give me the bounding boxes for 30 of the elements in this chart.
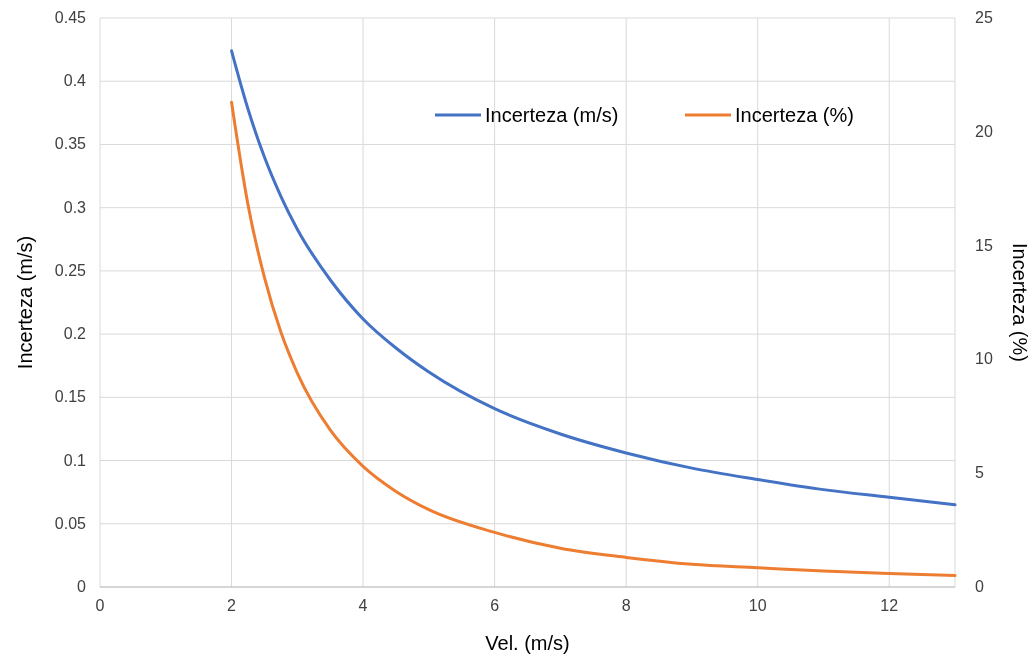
y2-tick-label: 0 (975, 578, 984, 595)
y-tick-label: 0.35 (54, 135, 87, 153)
y-axis-title: Incerteza (m/s) (14, 235, 36, 370)
x-tick-label: 2 (227, 597, 237, 614)
x-tick-label: 6 (490, 597, 500, 614)
y2-axis-title: Incerteza (%) (1009, 243, 1031, 362)
y-tick-label: 0.15 (54, 388, 87, 406)
y2-tick-label: 15 (975, 236, 993, 254)
legend-label: Incerteza (m/s) (485, 104, 619, 126)
y2-tick-label: 10 (975, 350, 993, 368)
x-tick-label: 8 (621, 597, 631, 614)
y2-tick-label: 5 (975, 464, 984, 482)
y-tick-label: 0 (77, 578, 87, 595)
y-tick-label: 0.1 (63, 451, 87, 469)
y2-tick-label: 20 (975, 122, 993, 140)
x-tick-label: 0 (95, 597, 105, 614)
y-tick-label: 0.25 (54, 261, 87, 279)
y-tick-label: 0.4 (63, 72, 87, 90)
x-tick-label: 10 (748, 597, 767, 614)
line-series (230, 100, 957, 578)
line-series (230, 49, 957, 507)
y-tick-label: 0.05 (54, 514, 87, 532)
x-tick-label: 4 (358, 597, 368, 614)
legend-label: Incerteza (%) (735, 104, 854, 126)
y-tick-label: 0.3 (63, 198, 87, 216)
x-axis-title: Vel. (m/s) (485, 632, 570, 654)
y-tick-label: 0.2 (63, 325, 87, 343)
x-tick-label: 12 (880, 597, 899, 614)
y2-tick-label: 25 (975, 9, 993, 26)
y-tick-label: 0.45 (54, 9, 87, 26)
